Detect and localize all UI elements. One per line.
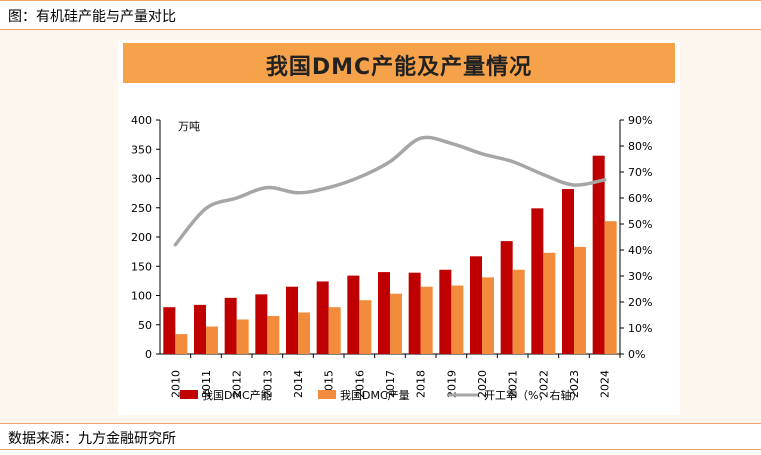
chart-svg: 0 50 100 150 200 250 300 350 400 0% 10% 20% 30% 40% 50… (131, 114, 652, 402)
chart-panel: 我国DMC产能及产量情况 0 50 100 150 200 250 300 350 400 0% 1… (0, 30, 761, 423)
x-tick-label: 2017 (384, 370, 397, 398)
left-tick-label: 150 (131, 260, 152, 273)
left-tick-label: 300 (131, 173, 152, 186)
x-tick-label: 2016 (353, 370, 366, 398)
unit-label: 万吨 (178, 120, 200, 133)
capacity-bar (531, 208, 544, 354)
left-tick-label: 250 (131, 202, 152, 215)
production-bar (512, 269, 525, 354)
production-bar (420, 286, 433, 354)
right-tick-label: 10% (628, 322, 652, 335)
source-text: 数据来源：九方金融研究所 (8, 431, 176, 447)
x-tick-label: 2013 (261, 370, 274, 398)
production-bar (574, 246, 586, 354)
figure-caption: 图：有机硅产能与产量对比 (0, 0, 761, 30)
capacity-bar (255, 294, 268, 354)
x-tick-label: 2020 (476, 370, 489, 398)
production-bar (482, 277, 494, 354)
figure-caption-text: 图：有机硅产能与产量对比 (8, 9, 176, 25)
left-tick-label: 350 (131, 143, 152, 156)
legend-capacity-swatch (180, 390, 198, 399)
x-tick-label: 2022 (537, 370, 550, 398)
left-tick-label: 100 (131, 290, 152, 303)
capacity-bar (470, 256, 482, 354)
right-tick-label: 20% (628, 296, 652, 309)
x-tick-label: 2023 (568, 370, 581, 398)
source-note: 数据来源：九方金融研究所 (0, 423, 761, 450)
capacity-bar (316, 281, 329, 354)
right-tick-label: 0% (628, 348, 645, 361)
capacity-bar (408, 272, 421, 354)
x-tick-label: 2010 (169, 370, 182, 398)
capacity-bar (378, 272, 390, 354)
right-tick-label: 90% (628, 114, 652, 127)
capacity-bar (224, 297, 237, 354)
production-bar (236, 319, 249, 354)
production-bar (390, 293, 402, 354)
right-tick-label: 60% (628, 192, 652, 205)
capacity-bar (286, 286, 298, 354)
chart-container: 我国DMC产能及产量情况 0 50 100 150 200 250 300 350 400 0% 1… (118, 40, 680, 415)
production-bar (298, 312, 310, 354)
capacity-bar (500, 241, 513, 354)
left-tick-label: 200 (131, 231, 152, 244)
production-bar (267, 315, 280, 354)
production-bar (359, 300, 372, 354)
left-tick-label: 50 (138, 319, 152, 332)
x-tick-label: 2018 (415, 370, 428, 398)
capacity-bar (163, 307, 176, 354)
production-bar (328, 307, 341, 354)
right-tick-label: 30% (628, 270, 652, 283)
x-tick-label: 2019 (445, 370, 458, 398)
x-tick-label: 2021 (507, 370, 520, 398)
capacity-bar (592, 155, 605, 354)
legend-capacity-label: 我国DMC产能 (202, 388, 272, 402)
right-tick-label: 50% (628, 218, 652, 231)
legend-production-label: 我国DMC产量 (340, 388, 410, 402)
left-tick-label: 0 (145, 348, 152, 361)
production-bar (175, 334, 188, 354)
production-bar (543, 252, 556, 354)
x-tick-label: 2012 (231, 370, 244, 398)
capacity-bar (562, 189, 574, 354)
production-bar (604, 221, 617, 354)
capacity-bar (347, 275, 360, 354)
legend-production-swatch (318, 390, 336, 399)
production-bar (451, 285, 464, 354)
right-tick-label: 40% (628, 244, 652, 257)
legend-rate-label: 开工率（%，右轴） (484, 388, 582, 402)
chart-title: 我国DMC产能及产量情况 (265, 55, 533, 80)
left-tick-label: 400 (131, 114, 152, 127)
capacity-bar (439, 269, 452, 354)
x-tick-label: 2011 (200, 370, 213, 398)
x-tick-label: 2024 (599, 370, 612, 398)
right-tick-label: 80% (628, 140, 652, 153)
chart-title-band: 我国DMC产能及产量情况 (123, 43, 675, 83)
right-tick-label: 70% (628, 166, 652, 179)
capacity-bar (194, 304, 206, 354)
x-tick-label: 2014 (292, 370, 305, 398)
production-bar (206, 326, 218, 354)
